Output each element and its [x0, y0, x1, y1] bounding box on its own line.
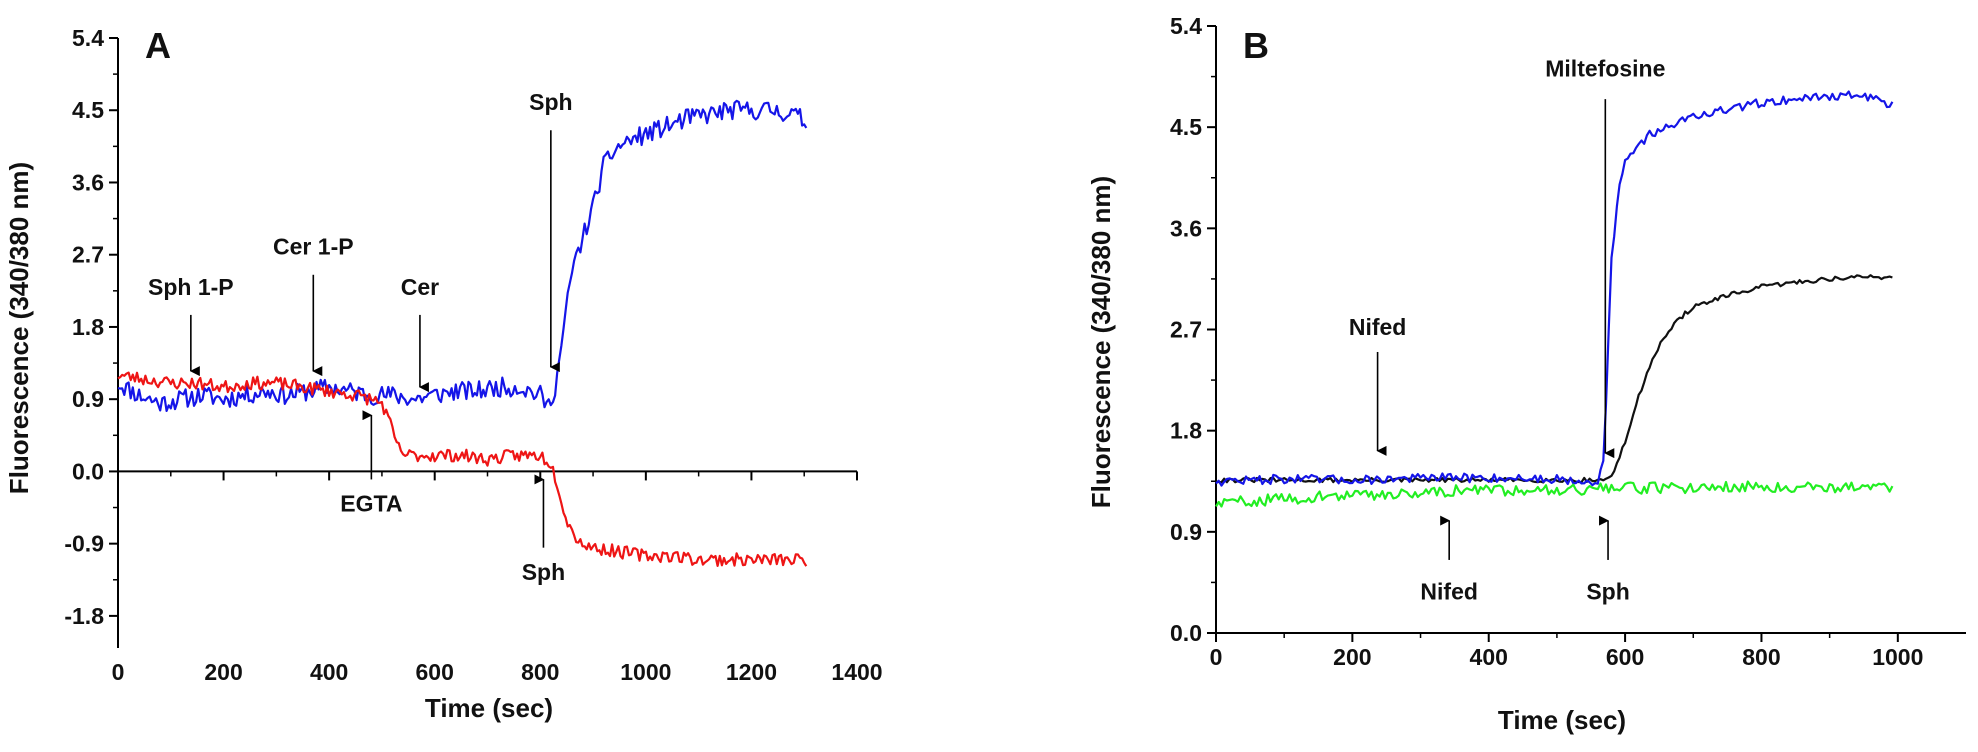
- y-tick-label: -0.9: [64, 531, 104, 557]
- plot-area-a: 0 200 400 600 800 1000 1200 1400 -1.8 -0.9 0.0 0.9 1…: [64, 25, 882, 685]
- y-tick-label: 5.4: [1170, 13, 1202, 39]
- x-axis-title-b: Time (sec): [1498, 705, 1626, 735]
- y-tick-label: 4.5: [1170, 114, 1202, 140]
- y-tick-label: 0.0: [1170, 620, 1202, 646]
- panel-label-b: B: [1243, 25, 1269, 66]
- x-tick-label: 1200: [726, 659, 777, 685]
- panel-label-a: A: [145, 25, 171, 66]
- x-tick-label: 1000: [1872, 644, 1923, 670]
- series-line-red: [117, 371, 808, 567]
- x-tick-label: 1000: [620, 659, 671, 685]
- y-tick-label: 0.0: [72, 458, 104, 484]
- plot-area-b: 0 200 400 600 800 1000 0.0 0.9 1.8 2.7 3.6 4.5 5.4 Ni…: [1170, 13, 1966, 670]
- chart-panel-a: A Time (sec) Fluorescence (340/380 nm) 0…: [4, 25, 883, 723]
- annotation-label: EGTA: [340, 491, 402, 517]
- annotation-label: Sph: [522, 559, 565, 585]
- annotation-label: Nifed: [1349, 314, 1407, 340]
- y-axis-title-a: Fluorescence (340/380 nm): [4, 162, 34, 494]
- x-tick-label: 200: [1333, 644, 1371, 670]
- chart-panel-b: B Time (sec) Fluorescence (340/380 nm) 0…: [1086, 13, 1966, 735]
- series-line-blue: [1215, 90, 1894, 487]
- y-tick-label: 3.6: [1170, 215, 1202, 241]
- annotation-label: Nifed: [1420, 578, 1478, 604]
- y-tick-label: 1.8: [72, 314, 104, 340]
- y-tick-label: -1.8: [64, 603, 104, 629]
- series-line-green: [1215, 480, 1894, 508]
- y-tick-label: 5.4: [72, 25, 104, 51]
- x-tick-label: 0: [112, 659, 125, 685]
- series-line-black: [1215, 274, 1893, 484]
- x-axis-title-a: Time (sec): [425, 693, 553, 723]
- annotation-label: Miltefosine: [1545, 56, 1665, 82]
- x-tick-label: 400: [1470, 644, 1508, 670]
- x-tick-label: 0: [1210, 644, 1223, 670]
- y-tick-label: 4.5: [72, 97, 104, 123]
- x-tick-label: 1400: [831, 659, 882, 685]
- series-line-blue: [117, 99, 808, 412]
- annotation-label: Sph: [529, 89, 572, 115]
- y-tick-label: 0.9: [72, 386, 104, 412]
- x-tick-label: 200: [204, 659, 242, 685]
- annotation-label: Sph: [1586, 578, 1629, 604]
- x-tick-label: 600: [1606, 644, 1644, 670]
- y-tick-label: 0.9: [1170, 519, 1202, 545]
- annotation-label: Sph 1-P: [148, 274, 234, 300]
- annotation-label: Cer 1-P: [273, 234, 354, 260]
- y-axis-title-b: Fluorescence (340/380 nm): [1086, 176, 1116, 508]
- x-tick-label: 400: [310, 659, 348, 685]
- x-tick-label: 800: [521, 659, 559, 685]
- annotation-label: Cer: [401, 274, 439, 300]
- y-tick-label: 3.6: [72, 169, 104, 195]
- y-tick-label: 2.7: [1170, 317, 1202, 343]
- x-tick-label: 800: [1742, 644, 1780, 670]
- y-tick-label: 2.7: [72, 242, 104, 268]
- y-tick-label: 1.8: [1170, 418, 1202, 444]
- x-tick-label: 600: [416, 659, 454, 685]
